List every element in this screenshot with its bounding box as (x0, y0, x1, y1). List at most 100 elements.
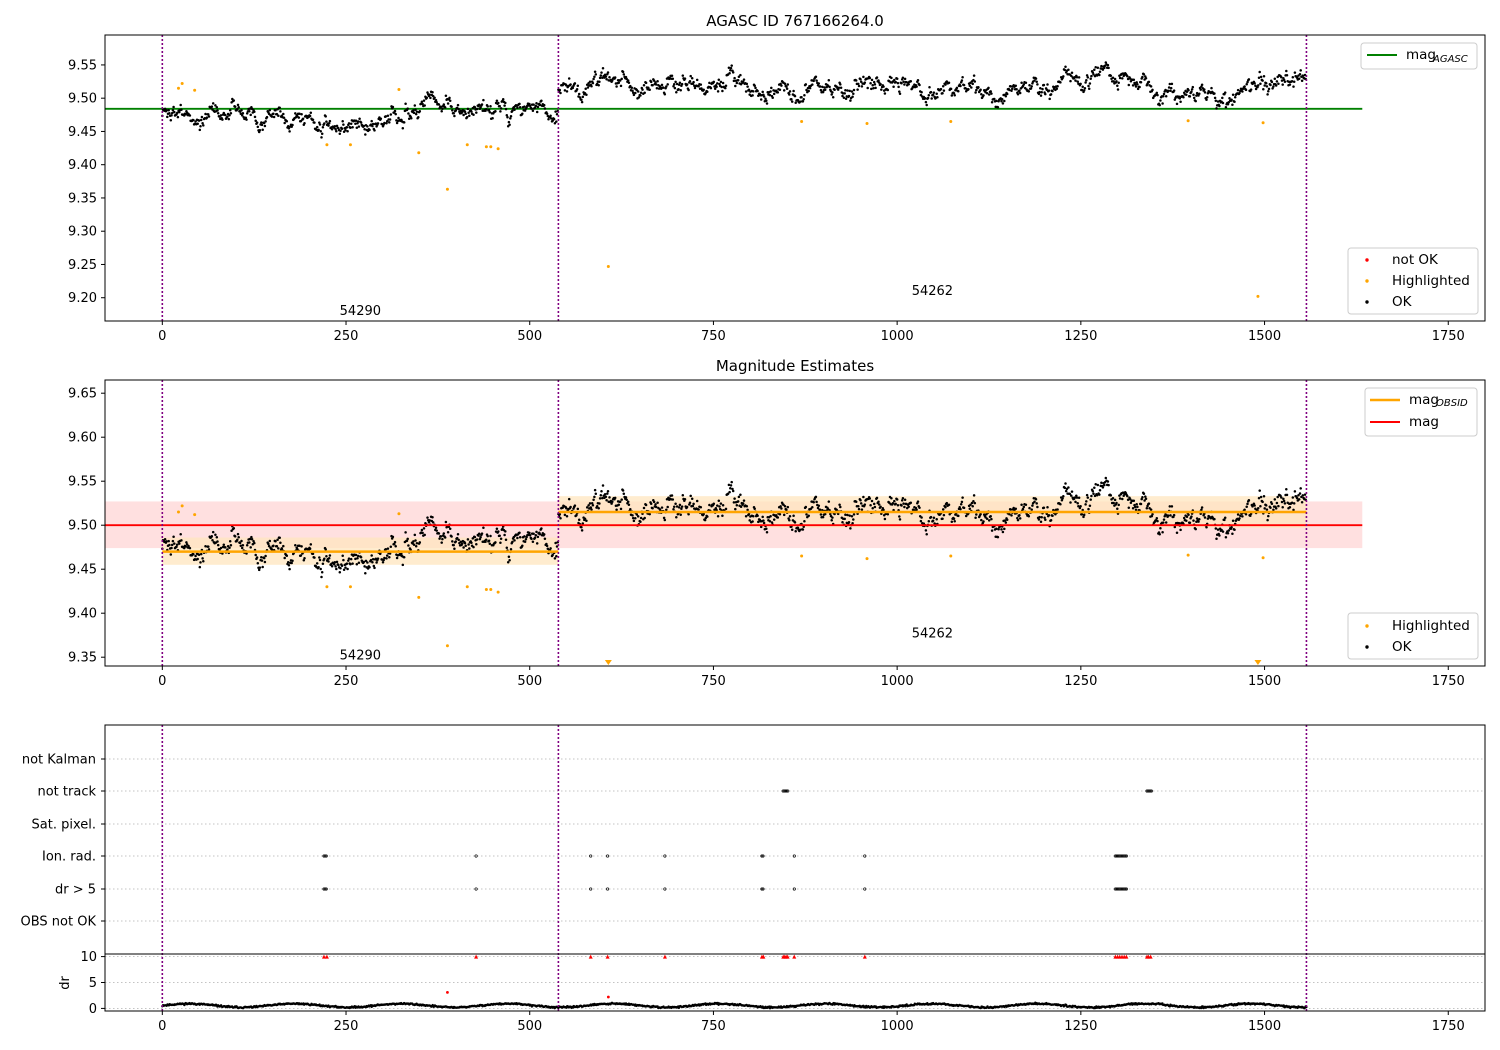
ok-point (716, 82, 719, 85)
ok-point (851, 522, 854, 525)
ok-point (1010, 514, 1013, 517)
ok-point (565, 84, 568, 87)
ok-point (677, 506, 681, 509)
ok-point (831, 91, 834, 94)
highlighted-point (800, 554, 804, 558)
ok-point (897, 85, 900, 89)
ok-point (1003, 527, 1006, 531)
ok-point (953, 520, 956, 523)
ok-point (1077, 504, 1080, 508)
ok-point (1083, 87, 1087, 90)
flag-marker (863, 887, 867, 891)
ok-point (597, 84, 600, 87)
ok-point (733, 497, 736, 500)
ok-point (615, 508, 618, 512)
ok-point (565, 507, 568, 510)
ok-point (286, 561, 290, 564)
ok-point (716, 90, 720, 93)
ok-point (1118, 497, 1122, 500)
ok-point (1218, 104, 1221, 108)
ok-point (708, 81, 711, 85)
ok-point (290, 561, 293, 565)
ok-point (1253, 82, 1256, 85)
ok-point (724, 507, 728, 511)
ok-point (833, 512, 836, 516)
y-tick-label: 9.40 (68, 158, 97, 173)
ok-point (990, 101, 994, 104)
ok-point (1030, 85, 1033, 88)
ok-point (301, 117, 305, 121)
ok-point (172, 105, 175, 109)
ok-point (900, 499, 904, 502)
ok-point (279, 110, 282, 113)
ok-point (253, 541, 256, 545)
ok-point (463, 110, 467, 113)
ok-point (345, 125, 349, 129)
ok-point (869, 81, 872, 85)
ok-point (1285, 487, 1288, 491)
ok-point (414, 539, 417, 542)
ok-point (1059, 81, 1062, 84)
ok-point (1259, 82, 1262, 86)
ok-point (1292, 80, 1296, 83)
ok-point (472, 545, 475, 549)
ok-point (357, 561, 361, 565)
ok-point (518, 106, 522, 109)
ok-point (412, 111, 416, 115)
ok-point (968, 84, 972, 88)
legend-marker-highlighted (1365, 279, 1369, 283)
ok-point (974, 91, 977, 94)
ok-point (697, 85, 700, 88)
ok-point (288, 567, 291, 571)
ok-point (388, 118, 392, 121)
ok-point (1085, 78, 1088, 82)
ok-point (662, 516, 666, 520)
ok-point (233, 535, 237, 538)
ok-point (393, 542, 396, 546)
ok-point (513, 108, 516, 111)
ok-point (188, 114, 192, 117)
ok-point (1303, 493, 1307, 496)
ok-point (1087, 87, 1091, 90)
ok-point (1170, 505, 1174, 508)
ok-point (862, 495, 865, 499)
panel-mag-obsid-label: 54290 (340, 648, 381, 663)
ok-point (163, 538, 167, 541)
ok-point (1106, 480, 1110, 483)
ok-point (422, 99, 426, 102)
ok-point (1151, 513, 1154, 516)
ok-point (726, 492, 730, 496)
ok-point (1273, 498, 1277, 501)
ok-point (1271, 87, 1274, 90)
ok-point (315, 562, 319, 565)
ok-point (835, 85, 838, 88)
ok-point (848, 514, 851, 517)
ok-point (1270, 80, 1274, 84)
legend-mag-lines: mag OBSID mag (1364, 387, 1478, 437)
ok-point (702, 512, 705, 516)
ok-point (996, 535, 1000, 539)
ok-point (1048, 97, 1051, 101)
ok-point (859, 80, 863, 83)
ok-point (1027, 90, 1031, 93)
ok-point (508, 123, 511, 126)
ok-point (752, 90, 755, 93)
ok-point (1164, 521, 1168, 524)
ok-point (188, 546, 192, 550)
ok-point (1285, 74, 1289, 77)
ok-point (947, 81, 951, 84)
ok-point (765, 102, 769, 105)
ok-point (1258, 489, 1261, 492)
ok-point (613, 76, 617, 79)
ok-point (318, 123, 322, 126)
ok-point (674, 502, 677, 505)
ok-point (1094, 66, 1097, 69)
ok-point (776, 516, 780, 519)
ok-point (728, 490, 731, 494)
ok-point (1198, 92, 1201, 95)
ok-point (1244, 88, 1248, 92)
flag-marker (606, 887, 610, 891)
ok-point (1282, 497, 1285, 501)
ok-point (264, 120, 267, 123)
